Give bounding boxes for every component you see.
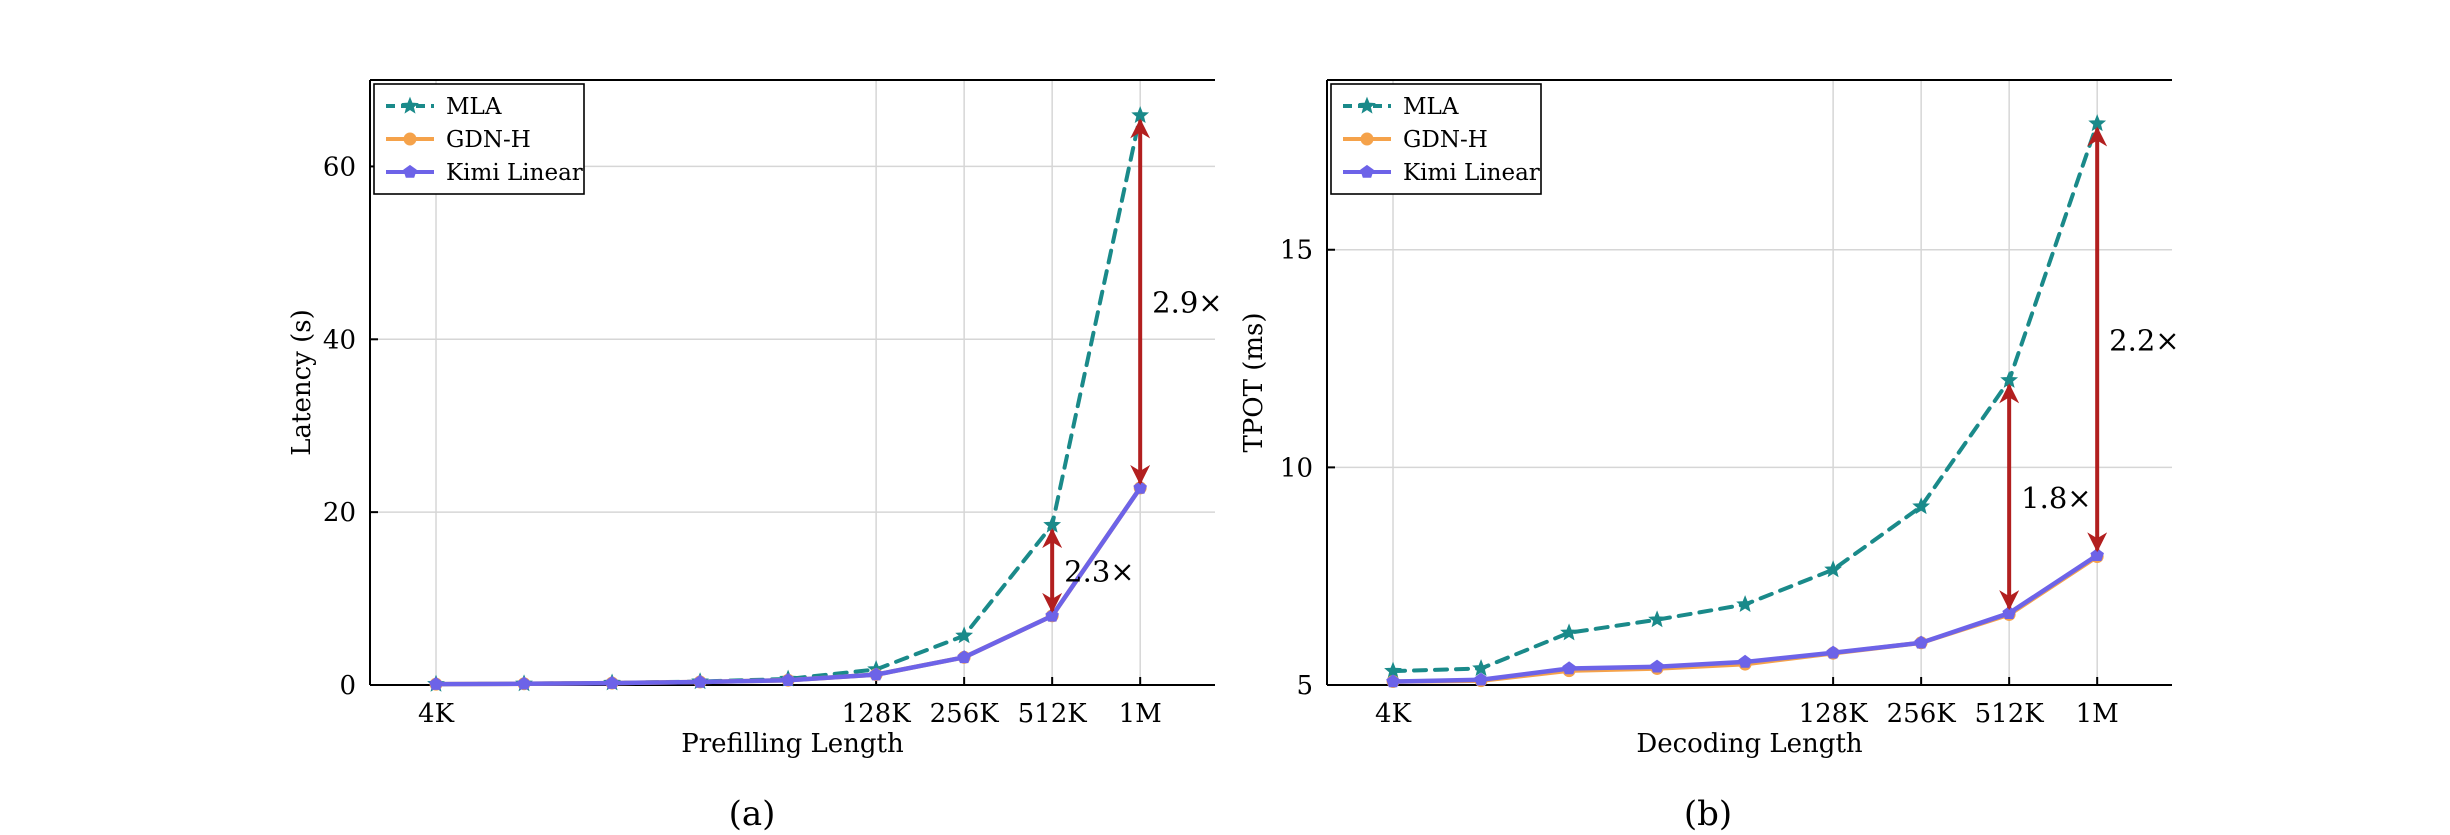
series-line-mla [1391,121,2100,674]
legend-label: MLA [1403,94,1459,120]
x-tick-label: 1M [1119,699,1162,729]
x-tick-label: 128K [1799,699,1869,729]
data-point-mla [1736,595,1754,613]
legend: MLA GDN-H Kimi Linear [1330,83,1542,195]
data-point-mla [1560,623,1578,641]
chart-panel-a: 0 20 40 60 4K 128K 256K 512K 1M Prefilling Length… [287,79,1223,834]
y-tick-label: 15 [1280,236,1313,266]
x-tick-label: 512K [1018,699,1088,729]
panel-label: (a) [729,794,776,834]
legend-marker [403,164,417,178]
legend-label: MLA [446,94,502,120]
data-point-kimi-linear [1738,654,1752,668]
x-tick-label: 128K [842,699,912,729]
data-point-kimi-linear [1386,674,1400,688]
data-point-mla [1648,610,1666,628]
series-line-kimi-linear [433,485,1143,687]
legend-marker [1358,96,1376,114]
x-axis-label: Decoding Length [1636,729,1863,759]
data-point-kimi-linear [1562,661,1576,675]
x-axis-label: Prefilling Length [681,729,904,759]
series-line-gdn-h [433,485,1143,687]
data-point-kimi-linear [605,675,619,689]
legend-label: GDN-H [446,127,531,153]
y-tick-label: 20 [323,498,356,528]
data-point-kimi-linear [1650,659,1664,673]
data-point-kimi-linear [1914,635,1928,649]
ratio-label: 2.3× [1064,554,1134,588]
legend: MLA GDN-H Kimi Linear [373,83,585,195]
legend-marker [1360,132,1374,146]
ratio-label: 2.2× [2109,323,2179,357]
series-line-mla [434,113,1143,687]
x-tick-label: 1M [2076,699,2119,729]
data-point-kimi-linear [957,650,971,664]
data-point-mla [955,626,974,644]
data-point-kimi-linear [1474,672,1488,686]
legend-marker [401,96,419,114]
y-axis-label: TPOT (ms) [1239,312,1269,452]
data-point-kimi-linear [2090,548,2104,562]
legend-marker [403,132,417,146]
data-point-mla [1824,560,1843,578]
y-axis-label: Latency (s) [287,309,317,456]
y-tick-label: 5 [1296,671,1313,701]
data-point-kimi-linear [869,667,883,681]
x-tick-label: 4K [418,699,455,729]
legend-label: GDN-H [1403,127,1488,153]
y-tick-label: 0 [339,671,356,701]
x-tick-label: 512K [1975,699,2045,729]
y-tick-label: 10 [1280,453,1313,483]
panel-label: (b) [1684,794,1732,834]
data-point-kimi-linear [1826,645,1840,659]
x-tick-label: 256K [930,699,1000,729]
legend-label: Kimi Linear [1403,160,1540,186]
data-point-kimi-linear [781,673,795,687]
data-point-mla [1912,497,1931,515]
legend-marker [1360,164,1374,178]
y-tick-label: 60 [323,152,356,182]
data-point-mla [1472,659,1490,677]
data-point-kimi-linear [693,674,707,688]
x-tick-label: 4K [1375,699,1412,729]
data-point-kimi-linear [517,676,531,690]
data-point-kimi-linear [429,677,443,690]
y-tick-label: 40 [323,325,356,355]
chart-panel-b: 5 10 15 4K 128K 256K 512K 1M Decoding Length TPOT… [1239,79,2180,834]
x-tick-label: 256K [1887,699,1957,729]
ratio-label: 2.9× [1152,286,1222,320]
legend-label: Kimi Linear [446,160,583,186]
ratio-label: 1.8× [2021,481,2091,515]
